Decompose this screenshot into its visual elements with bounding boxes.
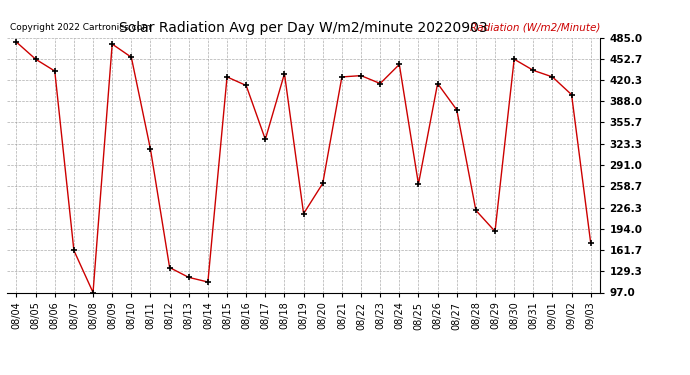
Text: Radiation (W/m2/Minute): Radiation (W/m2/Minute)	[470, 22, 600, 32]
Title: Solar Radiation Avg per Day W/m2/minute 20220903: Solar Radiation Avg per Day W/m2/minute …	[119, 21, 488, 35]
Text: Copyright 2022 Cartronics.com: Copyright 2022 Cartronics.com	[10, 23, 151, 32]
